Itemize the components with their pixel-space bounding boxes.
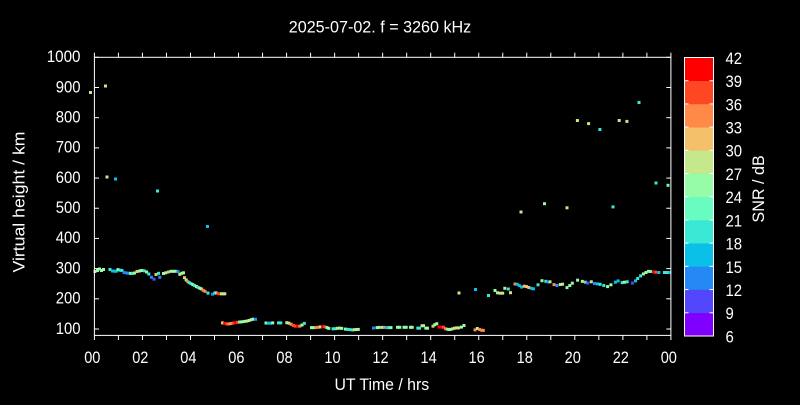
svg-text:42: 42 [726,49,743,68]
svg-text:16: 16 [469,348,485,367]
svg-text:700: 700 [56,138,81,157]
svg-text:33: 33 [726,119,743,138]
svg-text:9: 9 [726,304,734,323]
svg-text:04: 04 [180,348,196,367]
svg-text:400: 400 [56,228,81,247]
svg-text:20: 20 [565,348,581,367]
svg-text:200: 200 [56,289,81,308]
svg-text:500: 500 [56,198,81,217]
svg-text:24: 24 [726,188,743,207]
svg-text:00: 00 [84,348,100,367]
svg-text:06: 06 [228,348,244,367]
svg-text:800: 800 [56,107,81,126]
svg-text:14: 14 [421,348,437,367]
svg-text:Virtual height / km: Virtual height / km [10,132,29,273]
svg-text:36: 36 [726,95,743,114]
svg-text:21: 21 [726,211,743,230]
svg-text:300: 300 [56,258,81,277]
svg-text:27: 27 [726,165,743,184]
svg-text:6: 6 [726,327,734,346]
svg-text:15: 15 [726,258,743,277]
svg-text:2025-07-02. f = 3260 kHz: 2025-07-02. f = 3260 kHz [289,17,472,36]
svg-text:18: 18 [517,348,533,367]
svg-text:900: 900 [56,77,81,96]
svg-text:30: 30 [726,142,743,161]
svg-text:00: 00 [661,348,677,367]
svg-text:02: 02 [132,348,148,367]
svg-text:12: 12 [726,281,743,300]
svg-text:18: 18 [726,235,743,254]
svg-text:1000: 1000 [47,47,81,66]
svg-text:600: 600 [56,168,81,187]
svg-text:39: 39 [726,72,743,91]
svg-text:22: 22 [613,348,629,367]
svg-text:100: 100 [56,319,81,338]
svg-text:12: 12 [372,348,388,367]
svg-text:08: 08 [276,348,292,367]
svg-text:SNR / dB: SNR / dB [749,155,768,222]
svg-text:10: 10 [324,348,340,367]
svg-text:UT Time / hrs: UT Time / hrs [334,375,429,394]
